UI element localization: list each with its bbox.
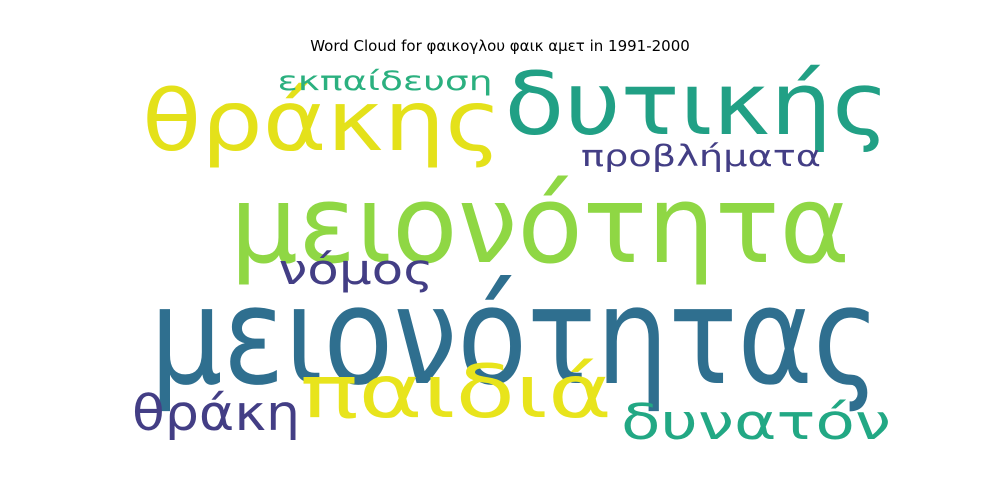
chart-title: Word Cloud for φαικογλου φαικ αμετ in 19… xyxy=(310,37,690,55)
word-7: θράκη xyxy=(132,386,300,442)
word-1: μειονότητας xyxy=(150,258,880,415)
word-3: δυτικής xyxy=(505,55,890,155)
word-4: θράκης xyxy=(142,72,502,170)
word-5: παιδιά xyxy=(300,350,612,435)
word-9: προβλήματα xyxy=(581,139,821,174)
word-2: μειονότητα xyxy=(230,163,850,288)
word-8: νόμος xyxy=(279,245,434,294)
word-6: δυνατόν xyxy=(621,395,891,451)
word-10: εκπαίδευση xyxy=(278,66,493,97)
